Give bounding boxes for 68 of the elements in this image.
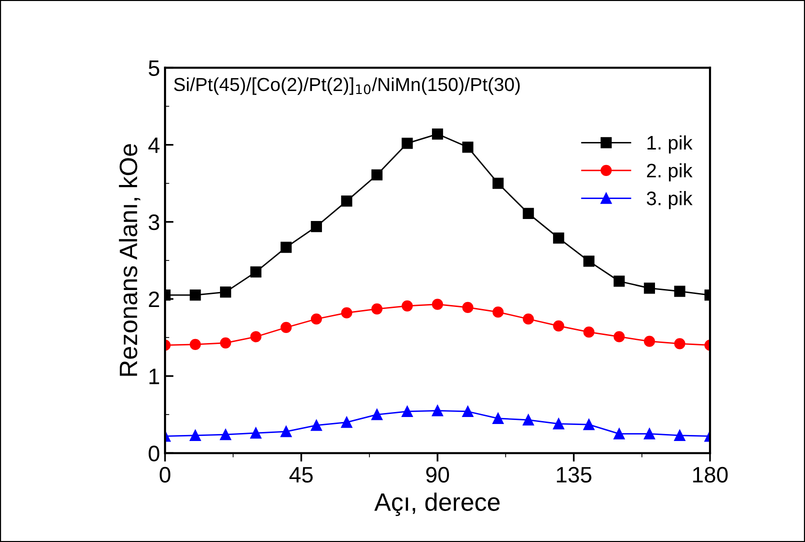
point bbox=[462, 302, 474, 313]
y-tick-label: 3 bbox=[148, 214, 160, 230]
point bbox=[402, 300, 413, 312]
point bbox=[583, 419, 594, 430]
point bbox=[583, 256, 594, 267]
point bbox=[220, 337, 232, 348]
point bbox=[462, 142, 474, 153]
point bbox=[553, 320, 564, 332]
point bbox=[644, 428, 656, 440]
point bbox=[220, 286, 232, 298]
point bbox=[190, 430, 201, 441]
point bbox=[674, 430, 686, 441]
point bbox=[250, 428, 262, 439]
point bbox=[522, 208, 534, 219]
point bbox=[371, 303, 383, 315]
point bbox=[553, 232, 564, 244]
point bbox=[310, 313, 322, 325]
point bbox=[402, 406, 413, 418]
point bbox=[614, 276, 625, 287]
x-tick-label: 90 bbox=[426, 466, 450, 483]
x-tick-label: 135 bbox=[556, 466, 592, 483]
y-tick-label: 2 bbox=[148, 292, 160, 308]
point bbox=[674, 286, 686, 297]
y-tick-label: 5 bbox=[148, 60, 160, 76]
legend-label: 3. pik bbox=[646, 191, 693, 210]
point bbox=[250, 331, 262, 342]
point bbox=[371, 409, 383, 420]
point bbox=[462, 406, 474, 418]
legend-label: 1. pik bbox=[648, 135, 693, 154]
y-tick-label: 0 bbox=[148, 446, 160, 462]
x-axis-title: Açı, derece bbox=[374, 492, 500, 516]
point bbox=[492, 178, 504, 189]
point bbox=[220, 429, 232, 440]
point bbox=[280, 242, 292, 253]
point bbox=[280, 426, 292, 438]
x-tick-label: 0 bbox=[160, 466, 170, 483]
point bbox=[190, 290, 201, 301]
annotation: Si/Pt(45)/[Co(2)/Pt(2)]$_{10}$/NiMn(150)/Pt(30) bbox=[174, 77, 520, 95]
y-axis-title: Rezonans Alanı, kOe bbox=[118, 144, 140, 376]
point bbox=[402, 138, 413, 149]
point bbox=[341, 196, 352, 207]
point bbox=[492, 412, 504, 424]
point bbox=[614, 331, 625, 342]
point bbox=[341, 416, 352, 428]
point bbox=[190, 338, 201, 350]
x-tick-label: 45 bbox=[289, 467, 313, 483]
y-tick-label: 1 bbox=[150, 368, 160, 384]
point bbox=[371, 169, 383, 180]
x-tick-label: 180 bbox=[693, 466, 728, 483]
point bbox=[674, 338, 686, 350]
point bbox=[432, 298, 444, 310]
y-tick-label: 4 bbox=[148, 138, 160, 153]
point bbox=[522, 414, 534, 426]
point bbox=[280, 322, 292, 334]
point bbox=[250, 266, 262, 278]
point bbox=[432, 405, 444, 416]
legend-label: 2. pik bbox=[647, 163, 693, 182]
point bbox=[432, 128, 444, 140]
point bbox=[522, 313, 534, 325]
point bbox=[492, 306, 504, 318]
point bbox=[341, 307, 352, 318]
point bbox=[310, 420, 322, 431]
point bbox=[310, 220, 322, 232]
point bbox=[583, 326, 594, 338]
point bbox=[553, 418, 564, 430]
point bbox=[644, 282, 656, 294]
point bbox=[614, 428, 625, 440]
point bbox=[644, 336, 656, 347]
